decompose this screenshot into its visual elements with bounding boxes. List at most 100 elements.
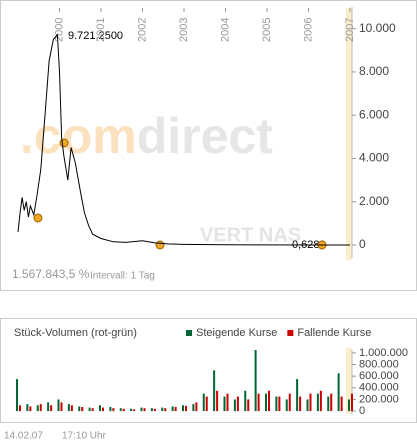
x-tick-label: 2007 bbox=[344, 18, 356, 42]
volume-bar bbox=[205, 396, 208, 412]
volume-bar bbox=[285, 399, 288, 412]
volume-bar bbox=[29, 406, 32, 412]
watermark-prefix: .com bbox=[20, 108, 137, 164]
volume-bar bbox=[99, 405, 101, 412]
x-tick-label: 2002 bbox=[136, 18, 148, 42]
volume-bar bbox=[202, 393, 205, 412]
event-marker bbox=[59, 138, 69, 148]
volume-bar bbox=[213, 370, 216, 412]
volume-bar bbox=[78, 406, 81, 412]
volume-bar bbox=[19, 405, 21, 412]
footer-date: 14.02.07 bbox=[4, 431, 43, 442]
volume-bar bbox=[133, 409, 136, 412]
volume-bar bbox=[296, 379, 299, 412]
price-line bbox=[17, 33, 350, 246]
volume-bar bbox=[130, 408, 133, 412]
axis-strip bbox=[346, 348, 352, 414]
footer-time: 17:10 Uhr bbox=[62, 431, 107, 442]
x-tick-label: 2005 bbox=[261, 18, 273, 42]
volume-bar bbox=[257, 393, 260, 412]
volume-bar bbox=[26, 404, 29, 412]
legend-swatch bbox=[287, 330, 294, 336]
volume-bar bbox=[265, 393, 267, 412]
volume-bar bbox=[36, 405, 39, 412]
volume-bar bbox=[143, 408, 146, 412]
volume-title: Stück-Volumen (rot-grün) bbox=[14, 327, 137, 339]
y-tick-label: 0 bbox=[359, 405, 365, 417]
x-tick-label: 2001 bbox=[95, 18, 107, 42]
y-tick-label: 8.000 bbox=[359, 64, 389, 78]
volume-bar bbox=[288, 393, 291, 412]
volume-bar bbox=[254, 350, 257, 412]
legend-label: Fallende Kurse bbox=[297, 327, 371, 339]
volume-bar bbox=[236, 396, 239, 412]
legend-swatch bbox=[186, 330, 192, 336]
y-tick-label: 200.000 bbox=[359, 393, 399, 405]
y-tick-label: 0 bbox=[359, 237, 366, 251]
volume-bar bbox=[161, 407, 164, 412]
volume-bar bbox=[109, 407, 112, 412]
volume-bar bbox=[50, 405, 53, 412]
watermark-symbol: VERT NAS bbox=[200, 224, 301, 246]
y-tick-label: 400.000 bbox=[359, 382, 399, 394]
y-tick-label: 6.000 bbox=[359, 107, 389, 121]
x-tick-label: 2006 bbox=[302, 18, 314, 42]
volume-bar bbox=[299, 396, 302, 412]
volume-bar bbox=[102, 407, 104, 412]
volume-bar bbox=[70, 405, 73, 412]
volume-bar bbox=[88, 407, 91, 412]
volume-bar bbox=[233, 399, 236, 412]
volume-bar bbox=[47, 402, 50, 412]
axis-strip bbox=[346, 8, 352, 260]
volume-bar bbox=[316, 393, 319, 412]
volume-bar bbox=[67, 404, 70, 412]
volume-bar bbox=[60, 402, 63, 412]
legend-label: Steigende Kurse bbox=[196, 327, 277, 339]
event-marker bbox=[155, 240, 165, 250]
y-tick-label: 600.000 bbox=[359, 370, 399, 382]
x-tick-label: 2000 bbox=[53, 18, 65, 42]
volume-bar bbox=[327, 396, 330, 412]
volume-bar bbox=[185, 405, 187, 412]
volume-bar bbox=[153, 408, 156, 412]
volume-bar bbox=[247, 399, 250, 412]
volume-bar bbox=[39, 404, 42, 412]
volume-bar bbox=[112, 408, 115, 412]
volume-bar bbox=[340, 396, 343, 412]
volume-bar bbox=[192, 404, 195, 412]
y-tick-label: 2.000 bbox=[359, 194, 389, 208]
y-tick-label: 10.000 bbox=[359, 21, 396, 35]
volume-bar bbox=[195, 402, 198, 412]
volume-bar bbox=[244, 390, 247, 412]
volume-bar bbox=[16, 379, 18, 412]
volume-bar bbox=[309, 393, 312, 412]
x-tick-label: 2003 bbox=[178, 18, 190, 42]
volume-bar bbox=[348, 399, 350, 412]
volume-bar bbox=[81, 407, 84, 412]
y-tick-label: 800.000 bbox=[359, 358, 399, 370]
volume-bar bbox=[174, 407, 177, 412]
volume-bar bbox=[306, 399, 309, 412]
x-tick-label: 2004 bbox=[219, 18, 231, 42]
volume-bar bbox=[171, 406, 174, 412]
event-marker bbox=[33, 213, 43, 223]
volume-bar bbox=[351, 393, 353, 412]
max-annotation: 9.721,2500 bbox=[68, 30, 123, 42]
y-tick-label: 4.000 bbox=[359, 151, 389, 165]
volume-bar bbox=[182, 405, 184, 412]
volume-bar bbox=[140, 407, 143, 412]
volume-bar bbox=[275, 396, 278, 412]
watermark: .comdirect bbox=[20, 108, 273, 164]
volume-bar bbox=[330, 393, 333, 412]
volume-bar bbox=[91, 408, 94, 412]
volume-bar bbox=[337, 373, 340, 412]
volume-bar bbox=[150, 408, 153, 412]
watermark-main: direct bbox=[137, 108, 274, 164]
volume-bar bbox=[226, 393, 229, 412]
volume-bar bbox=[119, 408, 122, 412]
volume-bar bbox=[278, 396, 281, 412]
y-tick-label: 1.000.000 bbox=[359, 347, 408, 359]
volume-bar bbox=[268, 390, 270, 412]
